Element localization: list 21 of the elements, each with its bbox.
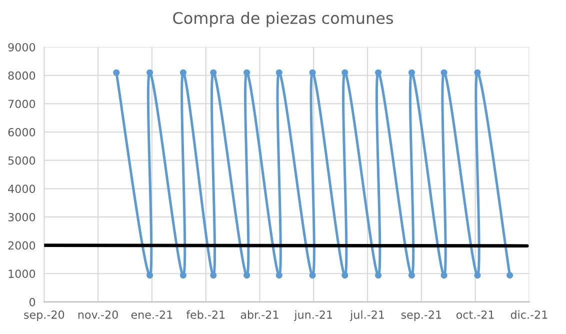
x-tick-label: abr.-21 (240, 310, 278, 319)
y-tick-label: 5000 (8, 156, 36, 165)
x-tick-label: sep.-20 (24, 310, 64, 322)
x-tick-label: oct.-21 (456, 310, 494, 319)
x-tick-label: jun.-21 (294, 310, 332, 322)
x-tick-label: ene.-21 (131, 310, 172, 319)
y-tick-label: 2000 (8, 241, 36, 250)
x-tick-label: jul.-21 (350, 310, 384, 322)
x-tick-label: feb.-21 (186, 310, 225, 319)
y-tick-label: 3000 (8, 212, 36, 222)
y-tick-label: 0 (29, 298, 36, 306)
chart-title: Compra de piezas comunes (173, 12, 394, 28)
y-tick-label: 7000 (8, 100, 36, 108)
x-tick-label: sep.-21 (401, 310, 442, 322)
x-tick-label: nov.-20 (78, 310, 118, 319)
y-tick-label: 1000 (8, 270, 36, 278)
y-tick-label: 6000 (8, 128, 36, 136)
y-tick-label: 9000 (8, 43, 36, 52)
y-tick-label: 4000 (8, 184, 36, 194)
y-tick-label: 8000 (8, 71, 36, 80)
x-tick-label: dic.-21 (510, 310, 548, 319)
